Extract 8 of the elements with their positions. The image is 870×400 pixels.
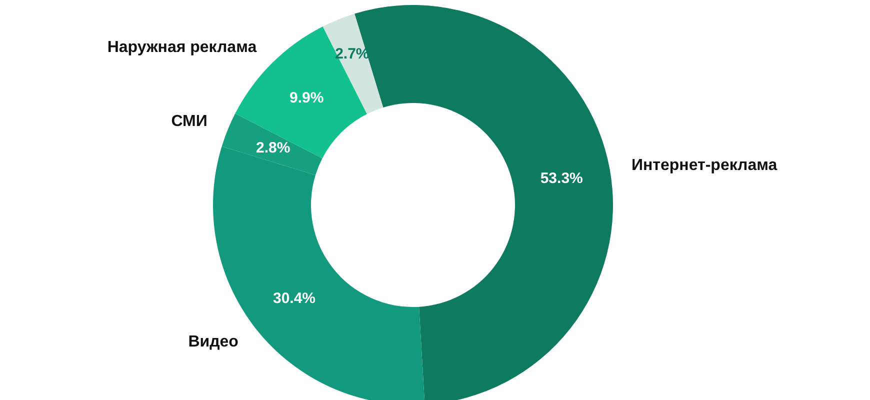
data-label: 30.4% (273, 290, 316, 307)
slice-label: Интернет-реклама (632, 157, 778, 174)
slice-label: СМИ (171, 112, 208, 130)
data-label: 53.3% (540, 170, 583, 187)
data-label: 9.9% (290, 89, 324, 106)
slice-label: Видео (188, 334, 239, 351)
data-label: 2.8% (256, 140, 290, 157)
slice-label: Наружная реклама (107, 38, 257, 56)
